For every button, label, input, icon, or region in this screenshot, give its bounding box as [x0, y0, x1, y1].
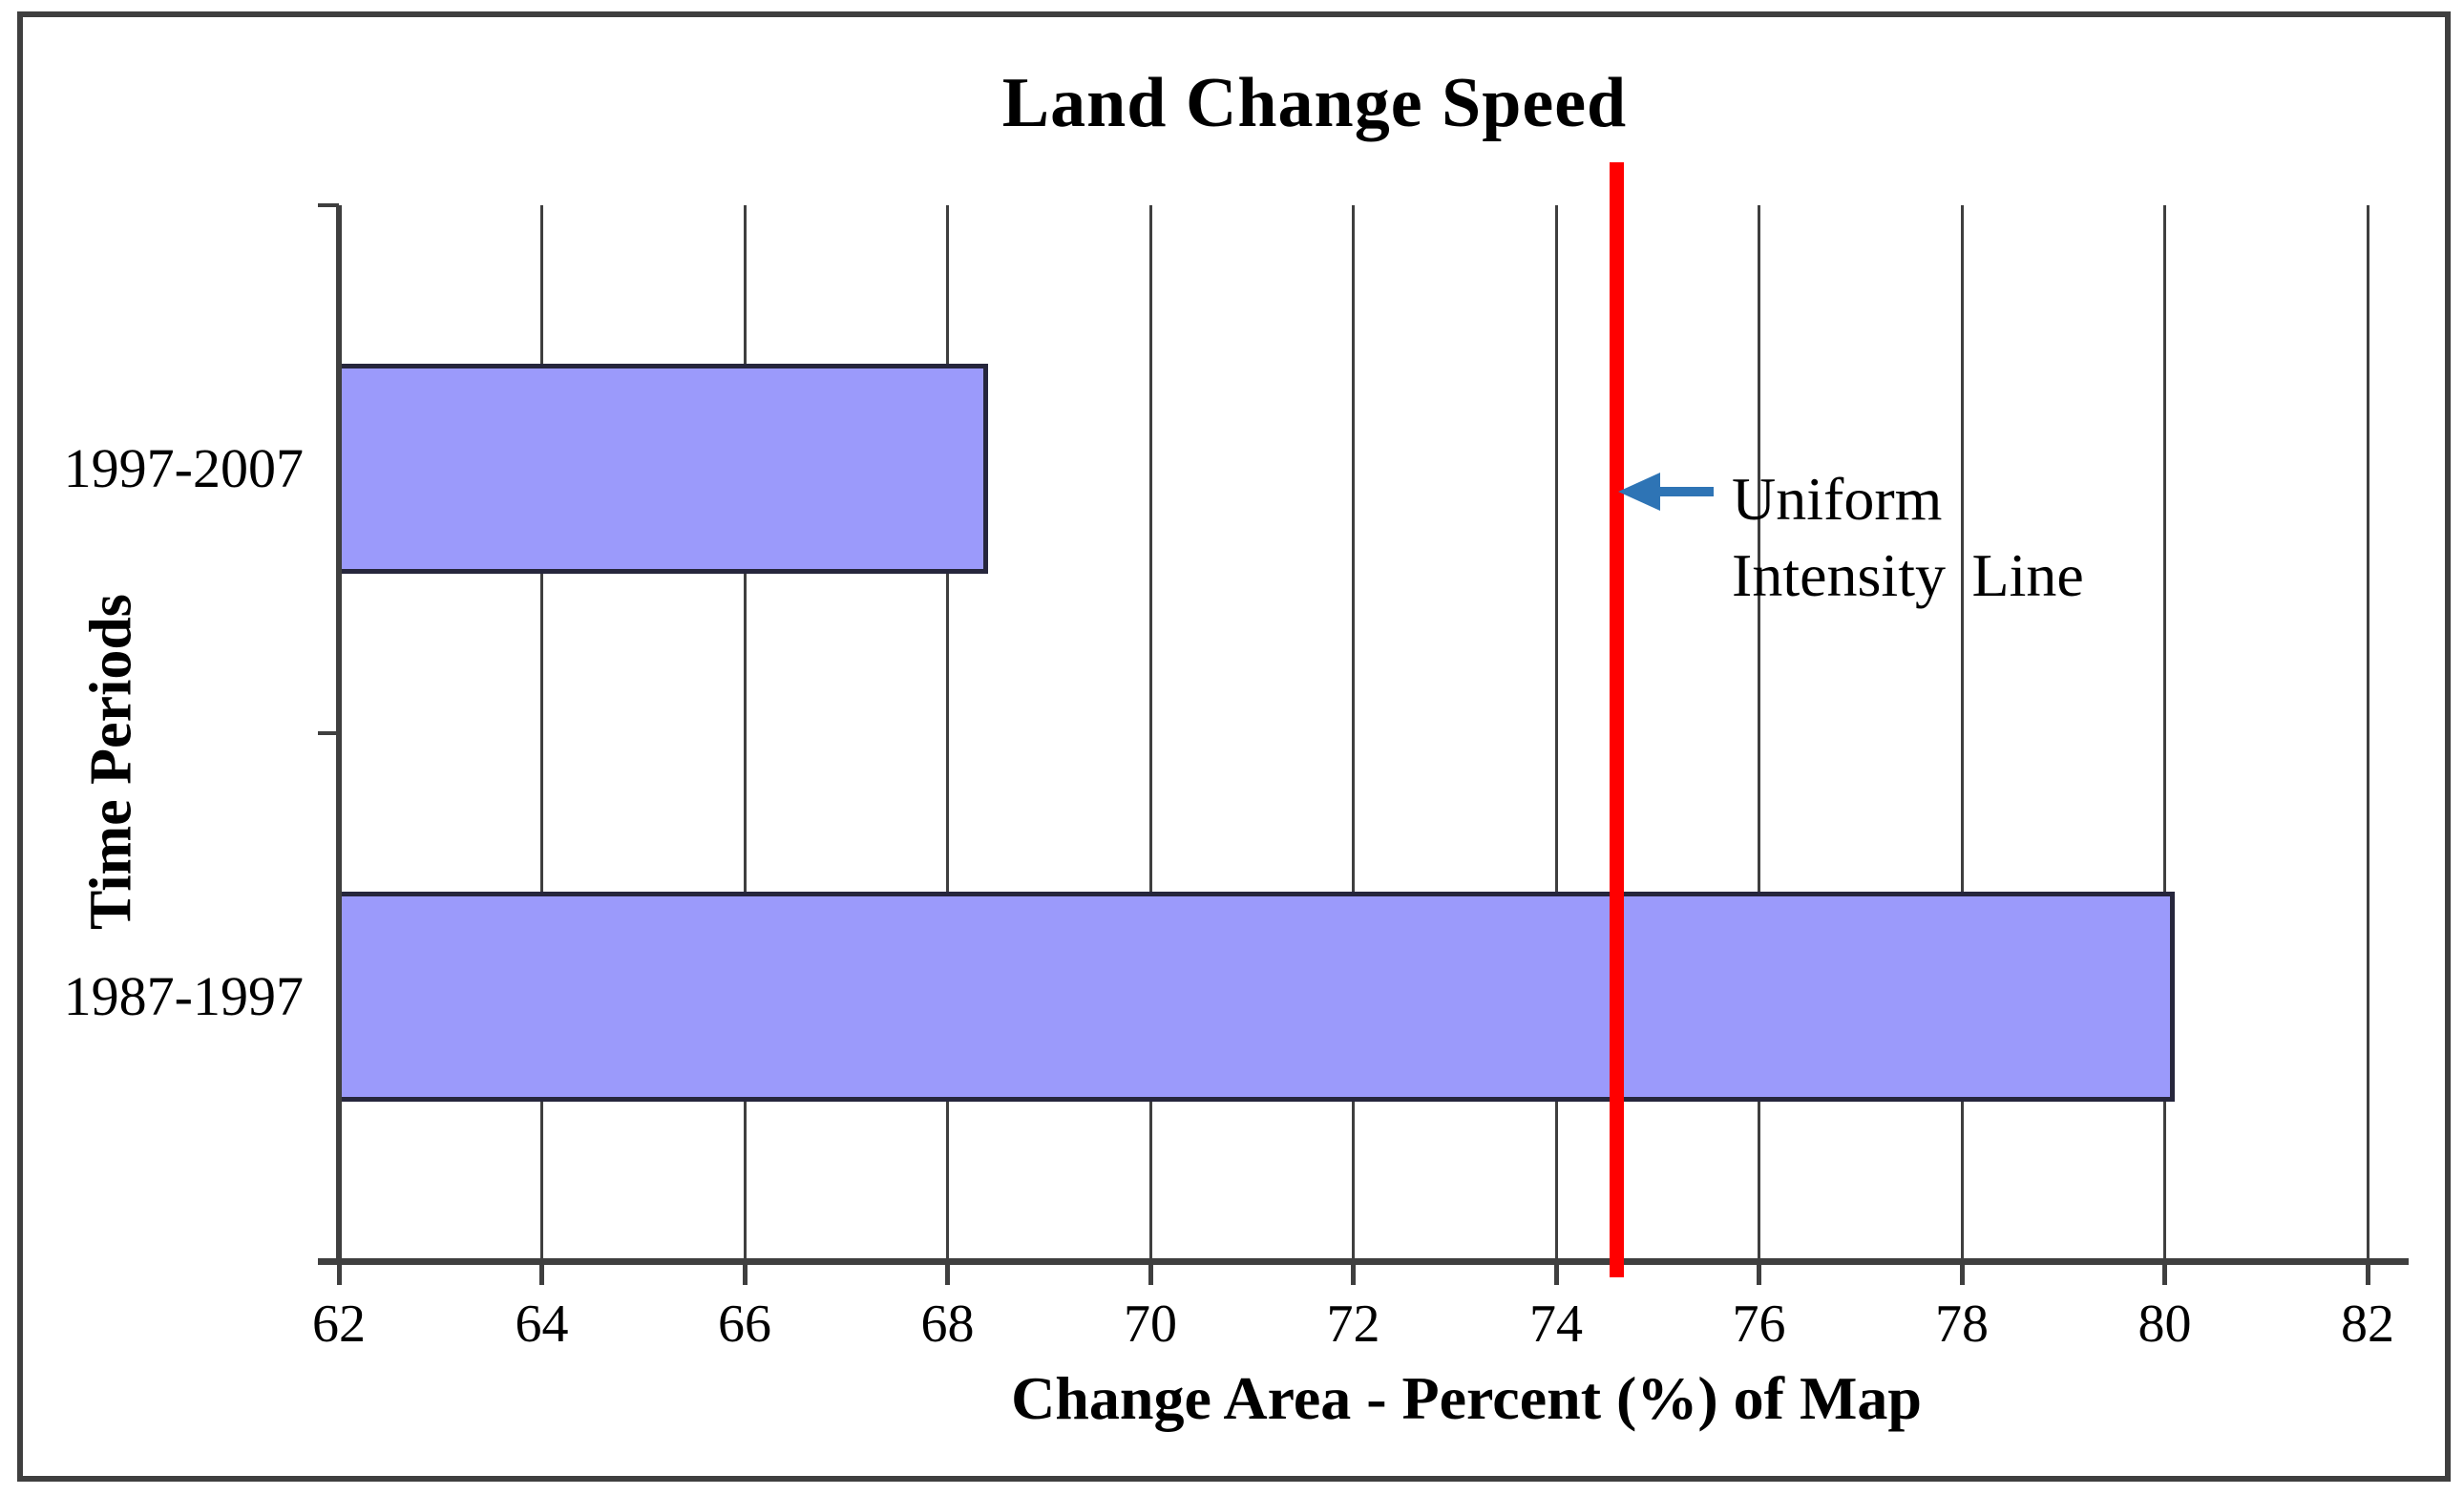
annotation-line-2: Intensity Line	[1732, 541, 2084, 609]
x-tick-label: 78	[1935, 1295, 1989, 1354]
x-axis-tick	[945, 1260, 950, 1285]
x-axis-line	[318, 1258, 2409, 1265]
x-tick-label: 82	[2341, 1295, 2394, 1354]
x-axis-tick	[336, 1260, 342, 1285]
y-category-label: 1987-1997	[63, 964, 304, 1027]
gridline	[2163, 205, 2166, 1260]
y-axis-title: Time Periods	[78, 594, 144, 930]
x-axis-tick	[742, 1260, 748, 1285]
x-axis-tick	[1959, 1260, 1965, 1285]
x-tick-label: 72	[1326, 1295, 1380, 1354]
x-tick-label: 76	[1732, 1295, 1786, 1354]
left-arrow-icon	[1618, 473, 1714, 511]
annotation-line-1: Uniform	[1732, 465, 1943, 533]
gridline	[743, 205, 747, 1260]
gridline	[1960, 205, 1964, 1260]
gridline	[1758, 205, 1760, 1260]
x-axis-tick	[1757, 1260, 1761, 1285]
gridline	[1352, 205, 1355, 1260]
x-axis-tick	[2162, 1260, 2167, 1285]
gridline	[1554, 205, 1558, 1260]
gridline	[2366, 205, 2369, 1260]
uniform-intensity-line	[1610, 162, 1625, 1277]
y-axis-tick	[318, 730, 339, 735]
x-axis-tick	[1553, 1260, 1559, 1285]
figure-border	[17, 11, 2451, 1482]
gridline	[946, 205, 949, 1260]
x-axis-tick	[2365, 1260, 2370, 1285]
x-axis-tick	[1351, 1260, 1356, 1285]
plot-area: Uniform Intensity Line	[318, 162, 2409, 1285]
bar-1997-2007	[339, 364, 988, 575]
uniform-intensity-annotation: Uniform Intensity Line	[1732, 461, 2084, 614]
y-axis-tick	[318, 1258, 339, 1262]
bar-1987-1997	[339, 891, 2176, 1102]
gridline	[1148, 205, 1152, 1260]
x-tick-label: 66	[718, 1295, 771, 1354]
x-tick-label: 74	[1529, 1295, 1583, 1354]
x-tick-label: 80	[2138, 1295, 2192, 1354]
chart-title: Land Change Speed	[1001, 64, 1628, 142]
x-axis-tick	[1148, 1260, 1153, 1285]
x-tick-label: 64	[515, 1295, 569, 1354]
x-axis-tick	[539, 1260, 544, 1285]
x-axis-title: Change Area - Percent (%) of Map	[1011, 1364, 1922, 1432]
x-tick-label: 70	[1124, 1295, 1177, 1354]
x-tick-label: 62	[312, 1295, 366, 1354]
gridline	[540, 205, 543, 1260]
y-axis-line	[336, 205, 342, 1260]
y-axis-tick	[318, 203, 339, 207]
x-tick-label: 68	[920, 1295, 975, 1354]
y-category-label: 1997-2007	[63, 437, 304, 500]
